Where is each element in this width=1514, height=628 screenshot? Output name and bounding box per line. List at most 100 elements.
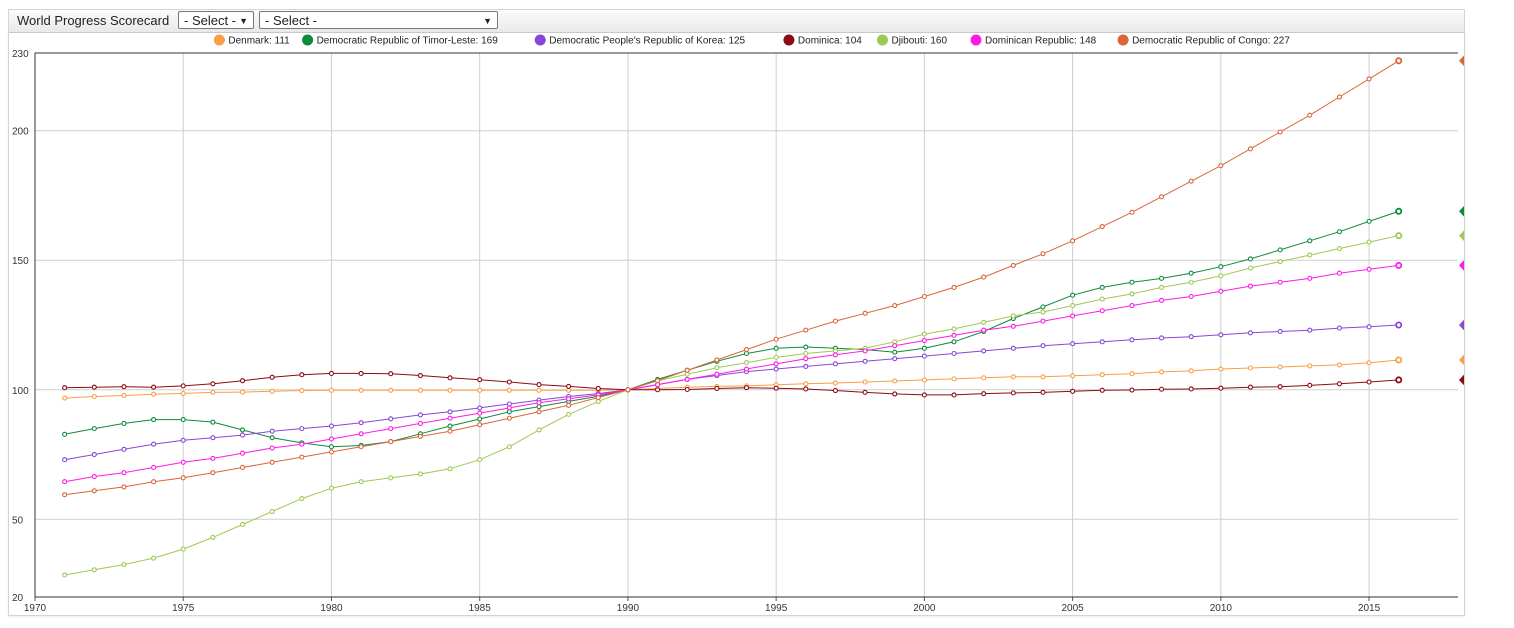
data-point xyxy=(447,415,453,421)
data-point xyxy=(299,372,305,378)
data-point xyxy=(417,412,423,418)
series-line xyxy=(64,264,1399,483)
data-point xyxy=(1307,382,1313,388)
data-point xyxy=(1099,339,1105,345)
data-point xyxy=(1188,386,1194,392)
data-point xyxy=(862,310,868,316)
data-point xyxy=(239,521,246,528)
data-point xyxy=(299,454,305,460)
data-point xyxy=(477,387,483,393)
data-point xyxy=(1307,275,1313,281)
legend: Denmark: 111 Democratic Republic of Timor… xyxy=(213,34,1290,47)
data-point xyxy=(299,387,305,394)
data-point xyxy=(1010,313,1016,319)
data-point xyxy=(151,391,157,397)
data-point xyxy=(328,444,335,450)
data-point xyxy=(1247,146,1254,152)
data-point xyxy=(566,383,572,389)
data-point xyxy=(1277,384,1283,390)
data-point xyxy=(91,488,97,494)
data-point xyxy=(743,366,750,372)
select-dropdown-2[interactable]: - Select - ▼ xyxy=(259,11,498,29)
data-point xyxy=(1129,209,1135,215)
data-point xyxy=(536,427,542,433)
data-point xyxy=(536,400,542,406)
data-point xyxy=(299,441,305,447)
data-point xyxy=(1158,386,1165,392)
data-point xyxy=(269,508,275,515)
legend-swatch xyxy=(1117,34,1129,46)
data-point xyxy=(1247,283,1254,289)
data-point xyxy=(210,470,216,476)
data-point xyxy=(1158,194,1165,200)
data-point xyxy=(417,420,423,426)
data-point xyxy=(1395,356,1403,364)
data-point xyxy=(506,387,512,393)
data-point xyxy=(1040,374,1046,380)
select-dropdown-1[interactable]: - Select - ▼ xyxy=(178,11,254,29)
data-point xyxy=(447,466,453,472)
end-value-tag-shape xyxy=(1459,374,1464,386)
data-point xyxy=(1070,292,1076,298)
data-point xyxy=(151,479,157,485)
data-point xyxy=(981,319,987,325)
data-point xyxy=(477,377,483,383)
data-point xyxy=(1070,238,1076,244)
data-point xyxy=(506,379,512,385)
data-point xyxy=(1247,256,1254,262)
data-point xyxy=(1366,218,1372,224)
legend-item: Denmark: 111 xyxy=(213,34,290,47)
data-point xyxy=(477,416,483,422)
end-value-tag: 227 xyxy=(1459,55,1464,67)
data-point xyxy=(388,387,394,393)
data-point xyxy=(1158,335,1165,341)
dropdown-arrow-icon: ▼ xyxy=(239,16,248,26)
data-point xyxy=(1099,308,1105,314)
data-point xyxy=(1395,321,1403,329)
data-point xyxy=(328,423,335,429)
data-point xyxy=(803,327,809,333)
data-point xyxy=(921,293,927,300)
data-point xyxy=(1366,360,1372,366)
end-value-tag: 148 xyxy=(1459,260,1464,271)
data-point xyxy=(1277,279,1283,285)
data-point xyxy=(269,435,275,441)
data-point xyxy=(91,393,97,400)
data-point xyxy=(1277,129,1283,135)
data-point xyxy=(62,395,68,401)
data-point xyxy=(1307,327,1313,333)
data-point xyxy=(477,405,483,411)
end-value-tag: 169 xyxy=(1459,205,1464,217)
data-point xyxy=(1129,371,1135,377)
data-point xyxy=(1277,258,1283,265)
data-point xyxy=(1247,384,1254,390)
data-point xyxy=(447,428,453,434)
series-0 xyxy=(62,356,1403,401)
data-point xyxy=(358,370,364,376)
x-tick-label: 2010 xyxy=(1210,603,1233,614)
data-point xyxy=(714,385,720,392)
data-point xyxy=(151,464,157,471)
data-point xyxy=(388,371,394,377)
data-point xyxy=(803,363,809,369)
data-point xyxy=(921,353,927,359)
data-point xyxy=(1158,275,1165,281)
y-tick-label: 150 xyxy=(12,256,29,267)
x-tick-label: 1970 xyxy=(24,603,47,614)
legend-label: Democratic People's Republic of Korea: 1… xyxy=(549,36,745,47)
data-point xyxy=(892,378,898,384)
data-point xyxy=(892,356,898,362)
series-line xyxy=(64,60,1399,496)
data-point xyxy=(803,356,809,362)
data-point xyxy=(595,385,601,392)
data-point xyxy=(1277,247,1283,253)
data-point xyxy=(1188,334,1194,340)
data-point xyxy=(743,347,750,353)
data-point xyxy=(180,390,186,396)
data-point xyxy=(180,383,186,389)
data-point xyxy=(803,386,809,392)
data-point xyxy=(951,376,957,382)
data-point xyxy=(1188,293,1194,300)
data-point xyxy=(1336,270,1342,276)
data-point xyxy=(655,387,661,393)
